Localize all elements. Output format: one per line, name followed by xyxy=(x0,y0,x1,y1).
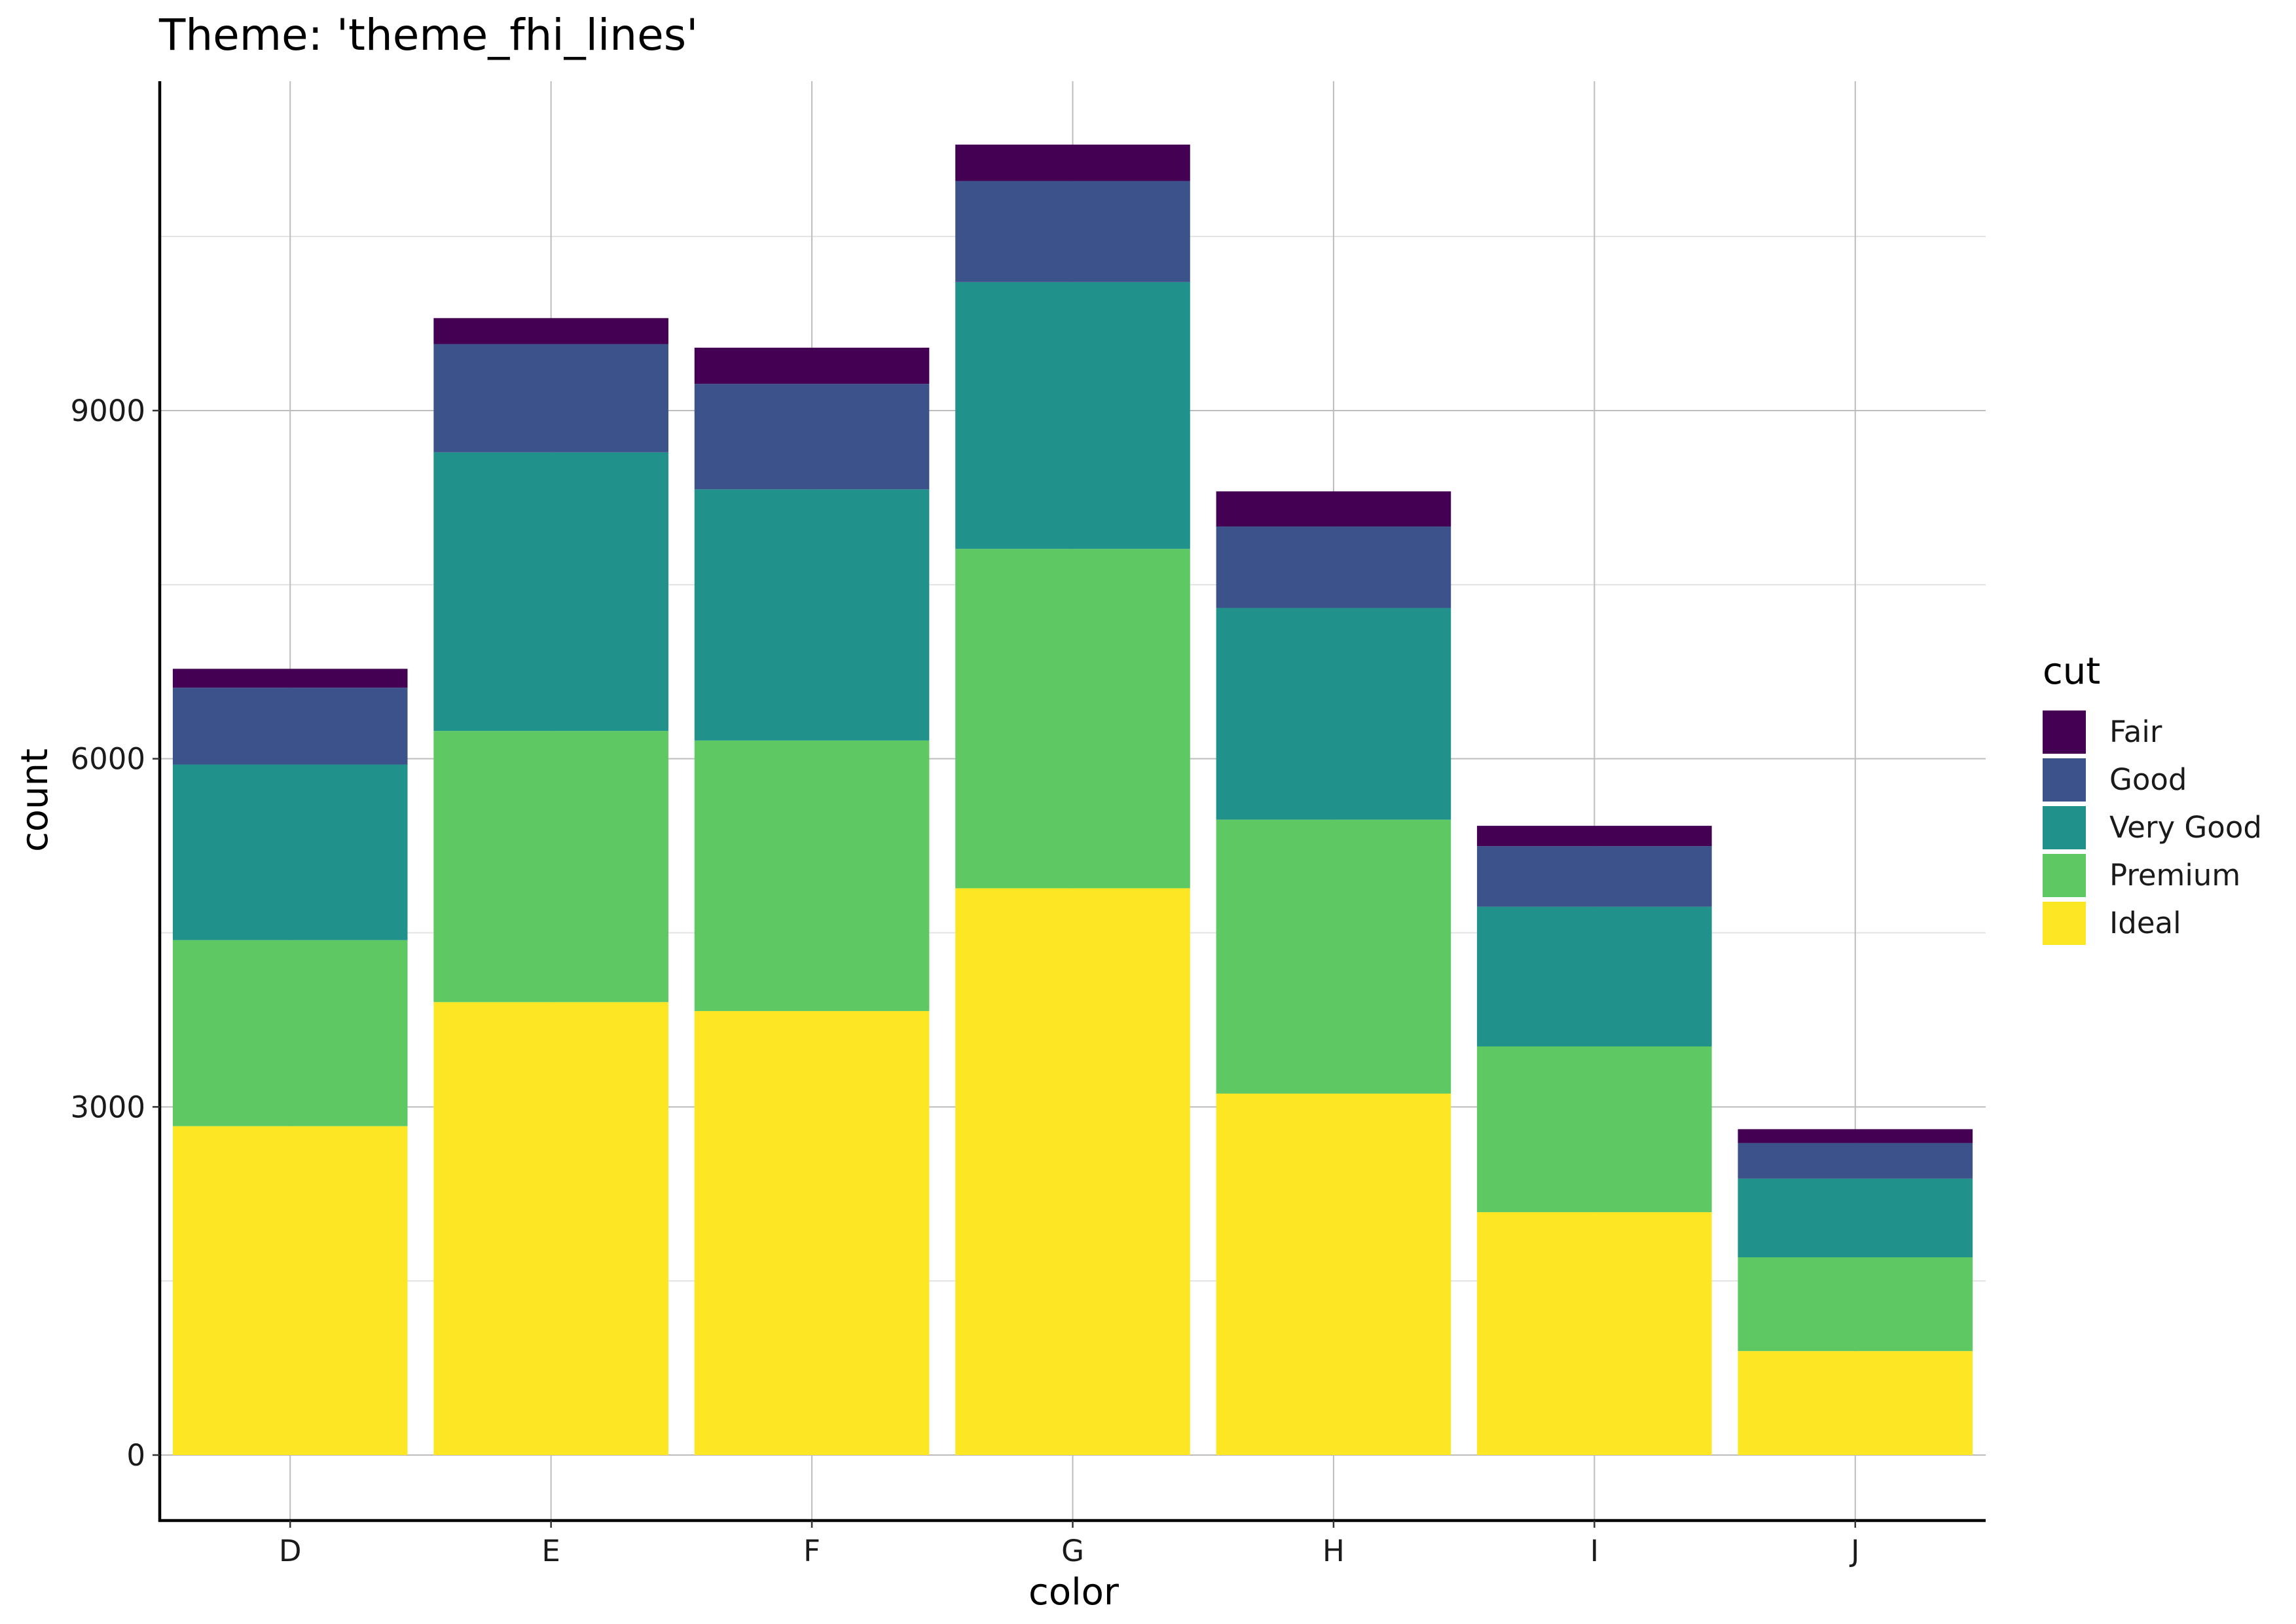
y-tick-label-1: 3000 xyxy=(70,1090,145,1124)
y-tick-label-2: 6000 xyxy=(70,742,145,777)
legend-title: cut xyxy=(2043,650,2100,693)
bar-I-fair xyxy=(1477,826,1712,847)
bar-H-ideal xyxy=(1216,1093,1451,1455)
bar-E-ideal xyxy=(433,1002,668,1455)
bar-I-very-good xyxy=(1477,906,1712,1047)
bar-J-ideal xyxy=(1738,1351,1973,1455)
bar-F-premium xyxy=(694,740,930,1011)
legend-key-ideal xyxy=(2043,902,2086,945)
bar-D-fair xyxy=(172,669,408,688)
bar-E-very-good xyxy=(433,452,668,731)
x-tick-label-F: F xyxy=(803,1534,820,1568)
bar-F-fair xyxy=(694,347,930,384)
bar-G-good xyxy=(955,181,1190,282)
legend-label-good: Good xyxy=(2109,762,2187,797)
y-tick-label-3: 9000 xyxy=(70,394,145,428)
bar-G-premium xyxy=(955,549,1190,889)
x-tick-label-J: J xyxy=(1849,1534,1859,1568)
legend-items: Fair Good Very Good Premium Ideal xyxy=(2043,710,2262,945)
legend-label-very-good: Very Good xyxy=(2109,810,2262,845)
bar-G-ideal xyxy=(955,888,1190,1455)
bar-E-good xyxy=(433,344,668,452)
legend-key-very-good xyxy=(2043,806,2086,849)
bar-F-very-good xyxy=(694,489,930,741)
bar-G-very-good xyxy=(955,282,1190,549)
legend-label-fair: Fair xyxy=(2109,714,2162,749)
bar-D-very-good xyxy=(172,764,408,940)
legend: cut Fair Good Very Good Premium Ideal xyxy=(2043,650,2262,945)
bar-G-fair xyxy=(955,144,1190,181)
legend-key-good xyxy=(2043,758,2086,802)
bar-I-good xyxy=(1477,846,1712,907)
x-tick-label-H: H xyxy=(1322,1534,1345,1568)
bar-I-ideal xyxy=(1477,1212,1712,1455)
bar-D-premium xyxy=(172,940,408,1126)
bar-D-ideal xyxy=(172,1126,408,1455)
x-tick-label-I: I xyxy=(1590,1534,1599,1568)
bar-I-premium xyxy=(1477,1046,1712,1213)
legend-key-fair xyxy=(2043,710,2086,754)
x-tick-label-G: G xyxy=(1061,1534,1084,1568)
bar-J-good xyxy=(1738,1143,1973,1179)
bar-E-premium xyxy=(433,731,668,1003)
bar-F-good xyxy=(694,384,930,490)
legend-label-premium: Premium xyxy=(2109,858,2240,893)
bar-J-very-good xyxy=(1738,1178,1973,1258)
bar-F-ideal xyxy=(694,1010,930,1455)
bar-H-premium xyxy=(1216,819,1451,1094)
x-tick-label-E: E xyxy=(541,1534,560,1568)
bar-H-fair xyxy=(1216,491,1451,527)
x-tick-label-D: D xyxy=(279,1534,302,1568)
bar-J-premium xyxy=(1738,1257,1973,1352)
bar-J-fair xyxy=(1738,1129,1973,1143)
bar-D-good xyxy=(172,688,408,765)
y-axis-title: count xyxy=(14,748,56,852)
y-tick-label-0: 0 xyxy=(126,1438,145,1473)
bar-H-good xyxy=(1216,526,1451,608)
x-axis-title: color xyxy=(1029,1571,1120,1614)
bar-E-fair xyxy=(433,318,668,344)
bar-H-very-good xyxy=(1216,608,1451,820)
chart-title: Theme: 'theme_fhi_lines' xyxy=(158,10,698,60)
legend-label-ideal: Ideal xyxy=(2109,906,2181,940)
x-axis-ticks: D E F G H I J xyxy=(279,1521,1859,1568)
y-axis-ticks: 0 3000 6000 9000 xyxy=(70,394,160,1473)
legend-key-premium xyxy=(2043,854,2086,897)
bars xyxy=(172,144,1973,1455)
